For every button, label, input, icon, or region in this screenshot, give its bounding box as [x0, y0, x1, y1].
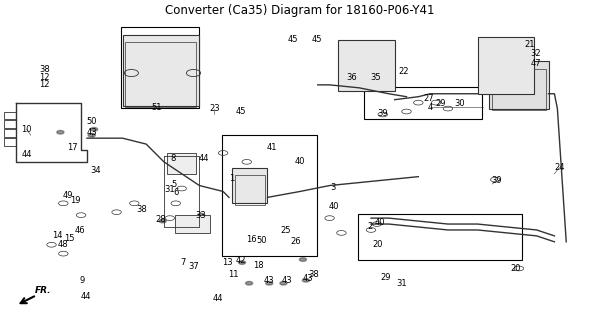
Bar — [167, 153, 196, 174]
Text: 45: 45 — [311, 35, 322, 44]
Circle shape — [238, 261, 245, 264]
Text: 39: 39 — [377, 109, 388, 118]
Circle shape — [159, 219, 166, 223]
Text: 25: 25 — [280, 226, 290, 235]
Text: 1: 1 — [229, 174, 235, 183]
Circle shape — [197, 213, 205, 217]
Text: 29: 29 — [380, 273, 391, 283]
Text: 28: 28 — [155, 215, 166, 224]
Text: 31: 31 — [397, 279, 407, 288]
Bar — [175, 215, 210, 233]
Circle shape — [280, 282, 287, 285]
Text: 43: 43 — [281, 276, 292, 285]
Text: 18: 18 — [253, 261, 264, 270]
Text: 23: 23 — [209, 104, 220, 113]
Text: 41: 41 — [266, 143, 277, 152]
Text: 2: 2 — [367, 222, 373, 231]
Circle shape — [57, 131, 64, 134]
Title: Converter (Ca35) Diagram for 18160-P06-Y41: Converter (Ca35) Diagram for 18160-P06-Y… — [165, 4, 435, 17]
Text: 51: 51 — [152, 103, 162, 112]
Text: 50: 50 — [256, 236, 267, 245]
Bar — [338, 40, 395, 91]
Text: 5: 5 — [172, 180, 176, 188]
Bar — [232, 168, 268, 203]
Text: 34: 34 — [91, 166, 101, 175]
Circle shape — [245, 282, 253, 285]
Text: 3: 3 — [330, 182, 335, 192]
Text: 42: 42 — [236, 256, 246, 265]
Text: 48: 48 — [58, 240, 68, 249]
Text: 12: 12 — [39, 73, 50, 82]
Text: 11: 11 — [229, 270, 239, 279]
Text: 8: 8 — [170, 154, 175, 164]
Text: 38: 38 — [136, 205, 147, 214]
Text: 37: 37 — [188, 262, 199, 271]
Circle shape — [299, 258, 307, 261]
Text: 9: 9 — [80, 276, 85, 285]
Text: 24: 24 — [554, 163, 565, 172]
Text: 7: 7 — [180, 258, 185, 267]
Text: 43: 43 — [86, 128, 97, 137]
Bar — [478, 37, 534, 94]
Text: 47: 47 — [530, 59, 541, 68]
Text: 30: 30 — [454, 99, 465, 108]
Text: 15: 15 — [64, 234, 74, 243]
Text: 45: 45 — [287, 35, 298, 44]
Bar — [222, 135, 317, 256]
Bar — [358, 214, 522, 260]
Circle shape — [88, 133, 95, 137]
Text: 21: 21 — [524, 40, 535, 49]
Text: 40: 40 — [295, 157, 305, 166]
Text: 20: 20 — [373, 240, 383, 249]
Text: 27: 27 — [424, 94, 434, 103]
Text: 50: 50 — [86, 117, 97, 126]
Bar — [122, 35, 199, 106]
Text: 33: 33 — [195, 211, 206, 220]
Circle shape — [302, 278, 310, 282]
Text: 13: 13 — [223, 258, 233, 267]
Text: 19: 19 — [70, 196, 80, 205]
Bar — [121, 27, 199, 108]
Circle shape — [91, 127, 98, 131]
Circle shape — [266, 282, 273, 285]
Text: 14: 14 — [52, 231, 62, 240]
Text: 36: 36 — [347, 73, 358, 82]
Text: 29: 29 — [436, 99, 446, 108]
Text: 31: 31 — [164, 186, 175, 195]
Text: 46: 46 — [74, 226, 85, 235]
Text: 43: 43 — [264, 276, 275, 285]
Bar — [125, 42, 196, 107]
Text: 32: 32 — [530, 49, 541, 58]
Text: 38: 38 — [308, 270, 319, 279]
Text: 40: 40 — [329, 202, 340, 211]
Text: 26: 26 — [290, 237, 301, 246]
Text: 35: 35 — [370, 73, 381, 82]
Text: 49: 49 — [63, 191, 73, 200]
Text: 16: 16 — [246, 235, 257, 244]
Bar — [492, 68, 545, 110]
Text: 43: 43 — [302, 274, 313, 283]
Text: 10: 10 — [22, 125, 32, 134]
Text: 39: 39 — [491, 176, 502, 185]
Text: 4: 4 — [428, 103, 433, 112]
Bar — [364, 87, 482, 119]
Bar — [235, 175, 265, 205]
Text: 12: 12 — [39, 80, 50, 89]
Text: FR.: FR. — [35, 286, 52, 295]
Text: 40: 40 — [374, 218, 385, 227]
Bar — [490, 61, 548, 108]
Text: 44: 44 — [80, 292, 91, 301]
Text: 44: 44 — [22, 150, 32, 159]
Text: 6: 6 — [173, 188, 178, 197]
Text: 45: 45 — [236, 107, 246, 116]
Text: 17: 17 — [67, 142, 77, 152]
Text: 44: 44 — [213, 293, 224, 303]
Text: 44: 44 — [199, 154, 209, 163]
Text: 20: 20 — [511, 264, 521, 273]
Text: 22: 22 — [398, 67, 409, 76]
Text: 38: 38 — [39, 65, 50, 74]
